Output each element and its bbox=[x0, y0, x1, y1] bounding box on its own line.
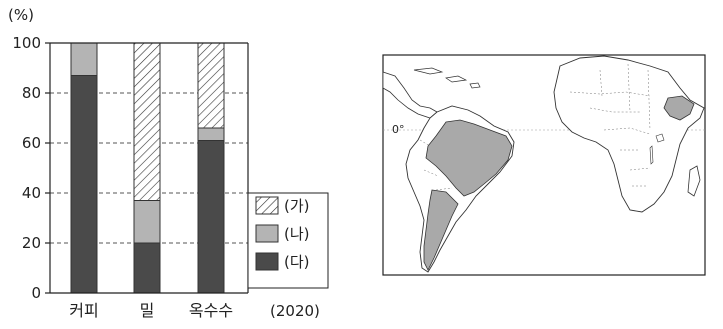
brazil-highlight bbox=[425, 119, 513, 197]
africa-land bbox=[553, 55, 705, 213]
bar-segment bbox=[197, 127, 225, 141]
bar-segment bbox=[133, 200, 161, 244]
africa-borders bbox=[569, 63, 651, 187]
y-tick-label: 20 bbox=[22, 234, 41, 252]
ethiopia-highlight bbox=[663, 95, 695, 121]
y-tick-label: 80 bbox=[22, 84, 41, 102]
legend-label: (가) bbox=[284, 197, 310, 215]
stacked-bar-chart: (%) 0 20 40 60 80 100 커피 밀 옥수수 (가) (나) (다) (2020) bbox=[8, 6, 329, 320]
bar-segment bbox=[197, 140, 225, 294]
bar-segment bbox=[133, 242, 161, 294]
bar-segment bbox=[133, 42, 161, 201]
legend-swatch bbox=[255, 252, 279, 271]
x-tick-label: 밀 bbox=[140, 301, 155, 320]
y-tick-label: 100 bbox=[12, 34, 41, 52]
lake-tanganyika bbox=[649, 145, 654, 165]
legend-swatch bbox=[255, 196, 279, 215]
bar-segment bbox=[70, 42, 98, 76]
bar-segment bbox=[70, 75, 98, 294]
lake-victoria bbox=[655, 133, 665, 143]
y-unit-label: (%) bbox=[8, 6, 34, 24]
legend-label: (다) bbox=[284, 253, 310, 271]
x-tick-labels: 커피 밀 옥수수 bbox=[69, 301, 233, 320]
year-note: (2020) bbox=[270, 302, 320, 320]
x-tick-label: 옥수수 bbox=[189, 301, 233, 320]
bar-segment bbox=[197, 42, 225, 129]
madagascar-land bbox=[687, 165, 701, 197]
bars bbox=[70, 42, 225, 294]
legend-label: (나) bbox=[284, 225, 310, 243]
legend-swatch bbox=[255, 224, 279, 243]
caribbean-islands bbox=[413, 67, 481, 89]
y-tick-label: 0 bbox=[31, 284, 41, 302]
y-tick-label: 60 bbox=[22, 134, 41, 152]
legend: (가) (나) (다) bbox=[247, 192, 329, 289]
x-tick-label: 커피 bbox=[69, 301, 98, 320]
equator-label: 0° bbox=[392, 123, 405, 136]
y-ticks: 0 20 40 60 80 100 bbox=[12, 34, 50, 302]
argentina-highlight bbox=[423, 189, 459, 271]
map: 0° bbox=[382, 54, 706, 276]
y-tick-label: 40 bbox=[22, 184, 41, 202]
south-america-borders bbox=[419, 139, 453, 191]
